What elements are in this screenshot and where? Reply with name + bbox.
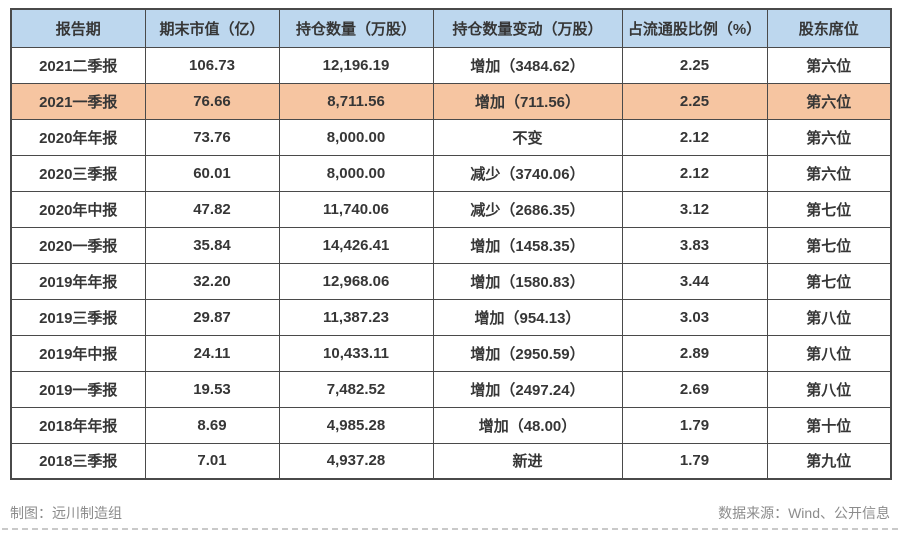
cell-shareholder-seat: 第七位 xyxy=(766,262,892,300)
table-row: 2020一季报 35.84 14,426.41 增加（1458.35） 3.83… xyxy=(10,226,892,264)
holdings-table: 报告期 期末市值（亿） 持仓数量（万股） 持仓数量变动（万股） 占流通股比例（%… xyxy=(10,8,892,480)
table-row: 2018年年报 8.69 4,985.28 增加（48.00） 1.79 第十位 xyxy=(10,406,892,444)
table-row: 2019年年报 32.20 12,968.06 增加（1580.83） 3.44… xyxy=(10,262,892,300)
cell-shareholder-seat: 第六位 xyxy=(766,46,892,84)
cell-shareholder-seat: 第七位 xyxy=(766,226,892,264)
cell-market-value: 106.73 xyxy=(144,46,280,84)
cell-holding-change: 增加（48.00） xyxy=(432,406,623,444)
cell-report-period: 2020三季报 xyxy=(10,154,146,192)
cell-shareholder-seat: 第八位 xyxy=(766,334,892,372)
cell-report-period: 2020年中报 xyxy=(10,190,146,228)
cell-holding-qty: 14,426.41 xyxy=(278,226,434,264)
cell-holding-qty: 4,937.28 xyxy=(278,442,434,480)
header-holding-change: 持仓数量变动（万股） xyxy=(432,8,623,48)
cell-shareholder-seat: 第六位 xyxy=(766,154,892,192)
cell-market-value: 76.66 xyxy=(144,82,280,120)
cell-holding-qty: 12,968.06 xyxy=(278,262,434,300)
cell-float-ratio: 1.79 xyxy=(621,442,768,480)
cell-holding-qty: 8,000.00 xyxy=(278,154,434,192)
cell-shareholder-seat: 第六位 xyxy=(766,82,892,120)
cell-holding-change: 增加（3484.62） xyxy=(432,46,623,84)
cell-report-period: 2019年年报 xyxy=(10,262,146,300)
cell-report-period: 2019一季报 xyxy=(10,370,146,408)
cell-market-value: 47.82 xyxy=(144,190,280,228)
cell-float-ratio: 2.25 xyxy=(621,46,768,84)
table-body: 2021二季报 106.73 12,196.19 增加（3484.62） 2.2… xyxy=(10,46,892,480)
footer: 制图：远川制造组 数据来源：Wind、公开信息 xyxy=(10,503,890,523)
table-row: 2018三季报 7.01 4,937.28 新进 1.79 第九位 xyxy=(10,442,892,480)
table-row: 2019年中报 24.11 10,433.11 增加（2950.59） 2.89… xyxy=(10,334,892,372)
cell-float-ratio: 3.44 xyxy=(621,262,768,300)
cell-report-period: 2018年年报 xyxy=(10,406,146,444)
cell-market-value: 35.84 xyxy=(144,226,280,264)
cell-holding-qty: 11,387.23 xyxy=(278,298,434,336)
cell-float-ratio: 2.25 xyxy=(621,82,768,120)
cell-report-period: 2021一季报 xyxy=(10,82,146,120)
cell-market-value: 19.53 xyxy=(144,370,280,408)
cell-float-ratio: 1.79 xyxy=(621,406,768,444)
cell-market-value: 32.20 xyxy=(144,262,280,300)
header-holding-qty: 持仓数量（万股） xyxy=(278,8,434,48)
cell-holding-qty: 8,000.00 xyxy=(278,118,434,156)
table-row: 2021一季报 76.66 8,711.56 增加（711.56） 2.25 第… xyxy=(10,82,892,120)
cell-float-ratio: 2.69 xyxy=(621,370,768,408)
cell-float-ratio: 3.83 xyxy=(621,226,768,264)
cell-float-ratio: 2.12 xyxy=(621,118,768,156)
cell-shareholder-seat: 第九位 xyxy=(766,442,892,480)
table-row: 2019三季报 29.87 11,387.23 增加（954.13） 3.03 … xyxy=(10,298,892,336)
cell-shareholder-seat: 第八位 xyxy=(766,298,892,336)
cell-holding-qty: 12,196.19 xyxy=(278,46,434,84)
cell-holding-qty: 4,985.28 xyxy=(278,406,434,444)
cell-report-period: 2019年中报 xyxy=(10,334,146,372)
cell-holding-change: 增加（954.13） xyxy=(432,298,623,336)
table-row: 2019一季报 19.53 7,482.52 增加（2497.24） 2.69 … xyxy=(10,370,892,408)
cell-market-value: 24.11 xyxy=(144,334,280,372)
cell-report-period: 2018三季报 xyxy=(10,442,146,480)
header-report-period: 报告期 xyxy=(10,8,146,48)
cell-market-value: 29.87 xyxy=(144,298,280,336)
cell-market-value: 73.76 xyxy=(144,118,280,156)
cell-shareholder-seat: 第七位 xyxy=(766,190,892,228)
cell-holding-qty: 11,740.06 xyxy=(278,190,434,228)
cell-holding-change: 减少（2686.35） xyxy=(432,190,623,228)
cell-holding-qty: 7,482.52 xyxy=(278,370,434,408)
table-row: 2020年中报 47.82 11,740.06 减少（2686.35） 3.12… xyxy=(10,190,892,228)
cell-shareholder-seat: 第八位 xyxy=(766,370,892,408)
cell-market-value: 8.69 xyxy=(144,406,280,444)
cell-market-value: 60.01 xyxy=(144,154,280,192)
cell-float-ratio: 2.12 xyxy=(621,154,768,192)
cell-holding-qty: 10,433.11 xyxy=(278,334,434,372)
header-row: 报告期 期末市值（亿） 持仓数量（万股） 持仓数量变动（万股） 占流通股比例（%… xyxy=(10,8,892,48)
cell-market-value: 7.01 xyxy=(144,442,280,480)
cell-report-period: 2020年年报 xyxy=(10,118,146,156)
cell-shareholder-seat: 第十位 xyxy=(766,406,892,444)
table-row: 2021二季报 106.73 12,196.19 增加（3484.62） 2.2… xyxy=(10,46,892,84)
cell-holding-qty: 8,711.56 xyxy=(278,82,434,120)
cell-holding-change: 新进 xyxy=(432,442,623,480)
cell-holding-change: 增加（1458.35） xyxy=(432,226,623,264)
cell-holding-change: 增加（2497.24） xyxy=(432,370,623,408)
cell-report-period: 2019三季报 xyxy=(10,298,146,336)
cell-report-period: 2020一季报 xyxy=(10,226,146,264)
header-shareholder-seat: 股东席位 xyxy=(766,8,892,48)
cell-report-period: 2021二季报 xyxy=(10,46,146,84)
bottom-dashed-divider xyxy=(2,528,898,530)
source-text: 数据来源：Wind、公开信息 xyxy=(718,505,890,521)
cell-holding-change: 增加（711.56） xyxy=(432,82,623,120)
table-row: 2020年年报 73.76 8,000.00 不变 2.12 第六位 xyxy=(10,118,892,156)
credit-text: 制图：远川制造组 xyxy=(10,505,122,521)
header-market-value: 期末市值（亿） xyxy=(144,8,280,48)
cell-float-ratio: 3.12 xyxy=(621,190,768,228)
header-float-ratio: 占流通股比例（%） xyxy=(621,8,768,48)
cell-holding-change: 减少（3740.06） xyxy=(432,154,623,192)
cell-float-ratio: 3.03 xyxy=(621,298,768,336)
cell-shareholder-seat: 第六位 xyxy=(766,118,892,156)
cell-holding-change: 增加（2950.59） xyxy=(432,334,623,372)
table-row: 2020三季报 60.01 8,000.00 减少（3740.06） 2.12 … xyxy=(10,154,892,192)
cell-holding-change: 不变 xyxy=(432,118,623,156)
cell-float-ratio: 2.89 xyxy=(621,334,768,372)
cell-holding-change: 增加（1580.83） xyxy=(432,262,623,300)
